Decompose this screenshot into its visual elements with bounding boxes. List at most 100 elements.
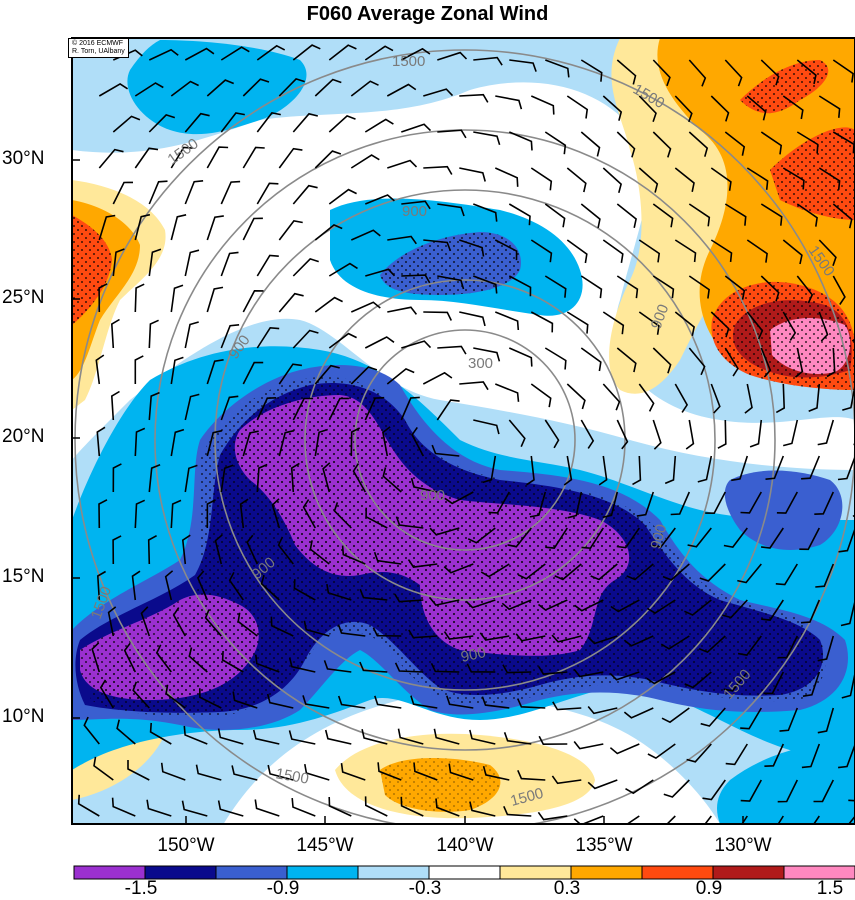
wind-barb (801, 455, 821, 480)
wind-barb (365, 268, 396, 277)
wind-barb (423, 239, 452, 252)
wind-barb (132, 681, 150, 709)
wind-barb (293, 579, 316, 601)
wind-barb (337, 695, 366, 709)
wind-barb (444, 491, 474, 505)
wind-barb (761, 527, 784, 549)
wind-barb (134, 147, 159, 169)
wind-barb (314, 296, 343, 313)
wind-barb (184, 464, 198, 493)
wind-barb (448, 763, 474, 781)
wind-barb (134, 355, 144, 384)
wind-barb (574, 599, 604, 612)
lon-label: 145°W (296, 835, 354, 856)
wind-barb (242, 289, 264, 313)
wind-barb (674, 95, 693, 123)
wind-barb (112, 181, 134, 205)
wind-barb (292, 184, 318, 205)
wind-barb (410, 477, 438, 493)
wind-barb (443, 631, 474, 640)
wind-barb (623, 707, 654, 719)
wind-barb (239, 498, 249, 529)
wind-barb (652, 347, 672, 374)
wind-barb (96, 426, 106, 457)
wind-barb (530, 167, 553, 191)
wind-barb (467, 527, 496, 544)
wind-barb (544, 347, 567, 370)
wind-barb (131, 570, 141, 601)
wind-barb (705, 491, 727, 515)
wind-barb (314, 150, 342, 169)
wind-barb (266, 693, 294, 709)
wind-barb (184, 393, 200, 421)
wind-barb (400, 396, 420, 421)
wind-barb (256, 463, 268, 493)
wind-barb (184, 112, 210, 133)
wind-barb (423, 165, 453, 175)
colorbar-label: -0.9 (266, 878, 300, 899)
wind-barb (509, 59, 537, 72)
wind-barb (401, 200, 431, 210)
wind-barb (302, 695, 330, 709)
wind-barb (328, 44, 357, 61)
colorbar-label: 1.5 (816, 878, 844, 899)
wind-barb (482, 455, 497, 484)
wind-barb (609, 743, 640, 755)
contour-label: 900 (459, 644, 487, 666)
wind-barb (740, 779, 763, 802)
wind-barb (199, 688, 222, 709)
wind-barb (602, 167, 622, 194)
plot-frame (71, 37, 855, 825)
wind-barb (397, 728, 424, 745)
wind-barb (782, 311, 797, 341)
wind-barb (818, 239, 837, 267)
wind-barb (817, 419, 835, 446)
wind-barb (813, 779, 835, 803)
wind-barb (580, 131, 601, 157)
wind-barb (395, 516, 424, 529)
wind-barb (530, 311, 554, 333)
wind-barb (350, 427, 361, 457)
wind-barb (740, 491, 762, 514)
wind-barb (387, 306, 418, 315)
wind-barb (256, 397, 277, 421)
wind-barb (722, 599, 748, 619)
wind-barb (826, 347, 836, 378)
wind-barb (411, 426, 425, 457)
wind-barb (111, 797, 136, 817)
wind-barb (746, 239, 768, 263)
wind-barb (170, 356, 184, 385)
wind-barb (228, 572, 244, 601)
wind-barb (429, 597, 460, 606)
wind-barb (413, 762, 438, 781)
wind-barb (184, 321, 199, 349)
wind-barb (116, 719, 136, 745)
wind-barb (684, 671, 712, 689)
wind-barb (160, 762, 186, 781)
wind-barb (278, 292, 304, 313)
wind-barb (495, 311, 520, 331)
wind-barb (761, 599, 784, 621)
wind-barb (148, 180, 168, 205)
wind-barb (83, 716, 100, 745)
wind-barb (818, 95, 841, 118)
wind-barb (674, 383, 689, 413)
wind-barb (98, 499, 108, 529)
wind-barb (364, 118, 394, 133)
wind-barb (148, 464, 161, 493)
wind-barb (610, 599, 640, 613)
wind-barb (110, 318, 120, 349)
wind-barb (469, 801, 496, 817)
colorbar-label: -1.5 (124, 878, 158, 899)
wind-barb (646, 671, 676, 685)
wind-barb (437, 345, 467, 355)
wind-barb (566, 311, 589, 334)
wind-barb (688, 275, 710, 299)
wind-barb (602, 383, 621, 411)
wind-barb (704, 815, 712, 824)
colorbar-label: 0.3 (553, 878, 581, 899)
wind-barb (242, 78, 270, 97)
wind-barb (256, 44, 286, 61)
wind-barb (95, 354, 105, 385)
wind-barb (254, 799, 280, 817)
